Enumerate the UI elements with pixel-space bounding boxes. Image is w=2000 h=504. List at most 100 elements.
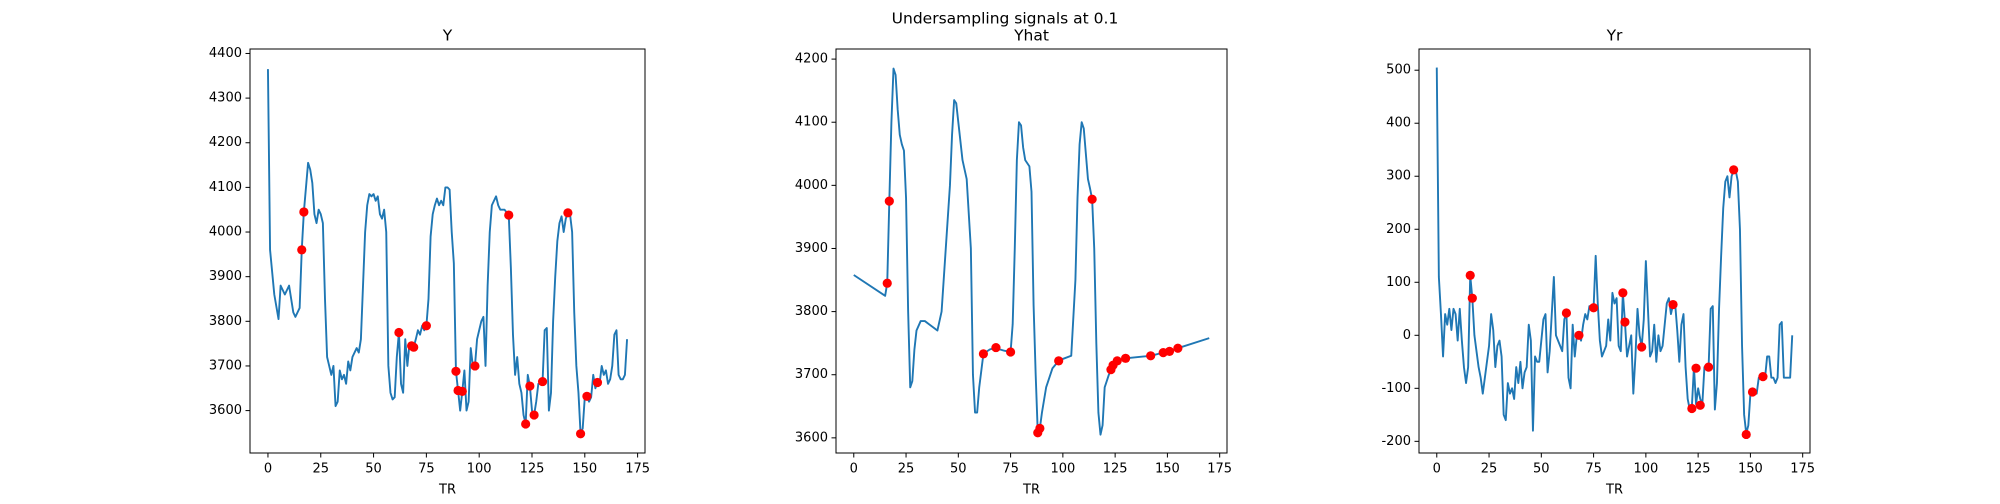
- x-tick-label: 25: [1481, 462, 1498, 477]
- sample-point: [884, 196, 894, 206]
- y-tick-label: 4100: [795, 115, 828, 130]
- x-tick-label: 175: [625, 462, 650, 477]
- sample-point: [1005, 347, 1016, 357]
- sample-point: [1035, 423, 1045, 433]
- x-tick-label: 100: [1633, 462, 1658, 477]
- subplot-title: Yhat: [1013, 27, 1049, 45]
- sample-point: [582, 391, 592, 401]
- sample-point: [1112, 356, 1122, 366]
- y-tick-label: 3600: [795, 430, 828, 445]
- x-tick-label: 50: [1533, 462, 1550, 477]
- x-axis-label: TR: [438, 483, 456, 498]
- sample-point: [1758, 372, 1768, 382]
- sample-point: [297, 245, 307, 255]
- sample-point: [1054, 356, 1064, 366]
- y-tick-label: -200: [1381, 434, 1411, 449]
- x-tick-label: 50: [365, 462, 382, 477]
- y-tick-label: 3900: [209, 269, 242, 284]
- sample-point: [525, 381, 535, 391]
- sample-point: [1691, 363, 1701, 373]
- sample-point: [421, 321, 431, 331]
- sample-point: [575, 429, 586, 439]
- sample-point: [1620, 317, 1630, 327]
- x-tick-label: 125: [1686, 462, 1711, 477]
- x-tick-label: 0: [850, 462, 858, 477]
- x-tick-label: 75: [1585, 462, 1602, 477]
- sample-point: [563, 208, 573, 218]
- x-tick-label: 50: [950, 462, 967, 477]
- sample-point: [1637, 342, 1647, 352]
- sample-point: [470, 361, 480, 371]
- y-tick-label: 3600: [209, 403, 242, 418]
- sample-point: [457, 386, 467, 396]
- axes-frame: [1418, 48, 1811, 454]
- y-tick-label: 4400: [209, 46, 242, 61]
- figure-title: Undersampling signals at 0.1: [892, 10, 1119, 28]
- y-tick-label: 4000: [795, 178, 828, 193]
- sample-point: [1164, 346, 1175, 356]
- y-tick-label: 3700: [209, 358, 242, 373]
- sample-point: [299, 207, 309, 217]
- y-tick-label: 3700: [795, 367, 828, 382]
- sample-point: [1668, 299, 1678, 310]
- sample-point: [1695, 400, 1705, 410]
- sample-point: [451, 366, 461, 376]
- x-tick-label: 100: [467, 462, 492, 477]
- x-tick-label: 175: [1207, 462, 1232, 477]
- sample-point: [504, 210, 514, 220]
- y-tick-label: 300: [1386, 169, 1411, 184]
- sample-point: [1146, 351, 1156, 361]
- subplot-title: Y: [442, 27, 453, 45]
- x-axis-label: TR: [1605, 483, 1623, 498]
- y-tick-label: 3800: [209, 314, 242, 329]
- y-tick-label: 3800: [795, 304, 828, 319]
- x-tick-label: 25: [312, 462, 329, 477]
- x-tick-label: 125: [520, 462, 545, 477]
- x-tick-label: 0: [1433, 462, 1441, 477]
- sample-point: [991, 342, 1001, 353]
- sample-point: [394, 327, 404, 338]
- sample-point: [529, 410, 539, 420]
- y-tick-label: 4200: [209, 135, 242, 150]
- sample-point: [1687, 403, 1697, 414]
- x-tick-label: 0: [264, 462, 272, 477]
- y-tick-label: -100: [1381, 381, 1411, 396]
- x-tick-label: 150: [572, 462, 597, 477]
- sample-point: [1741, 429, 1751, 440]
- x-tick-label: 125: [1103, 462, 1128, 477]
- y-tick-label: 400: [1386, 116, 1411, 131]
- sample-point: [1561, 308, 1572, 318]
- x-tick-label: 75: [1002, 462, 1019, 477]
- sample-point: [592, 377, 603, 388]
- sample-point: [1465, 270, 1475, 280]
- sample-point: [521, 419, 531, 429]
- y-tick-label: 4000: [209, 225, 242, 240]
- signal-line: [853, 67, 1210, 436]
- sample-point: [882, 278, 892, 288]
- sample-point: [1120, 353, 1131, 363]
- sample-point: [1729, 165, 1739, 175]
- sample-point: [1574, 330, 1584, 340]
- y-tick-label: 4300: [209, 91, 242, 106]
- y-tick-label: 4200: [795, 52, 828, 67]
- sample-point: [1618, 288, 1628, 298]
- axes-frame: [249, 48, 646, 454]
- x-tick-label: 150: [1738, 462, 1763, 477]
- x-tick-label: 25: [898, 462, 915, 477]
- x-tick-label: 175: [1790, 462, 1815, 477]
- subplot-title: Yr: [1606, 27, 1623, 45]
- x-tick-label: 100: [1050, 462, 1075, 477]
- y-tick-label: 3900: [795, 241, 828, 256]
- x-tick-label: 75: [418, 462, 435, 477]
- sample-point: [1588, 303, 1599, 313]
- y-tick-label: 200: [1386, 222, 1411, 237]
- sample-point: [409, 342, 419, 352]
- y-tick-label: 500: [1386, 63, 1411, 78]
- sample-point: [1173, 343, 1183, 353]
- sample-point: [537, 376, 548, 387]
- sample-point: [1467, 293, 1477, 303]
- y-tick-label: 0: [1403, 328, 1411, 343]
- y-tick-label: 100: [1386, 275, 1411, 290]
- x-axis-label: TR: [1022, 483, 1040, 498]
